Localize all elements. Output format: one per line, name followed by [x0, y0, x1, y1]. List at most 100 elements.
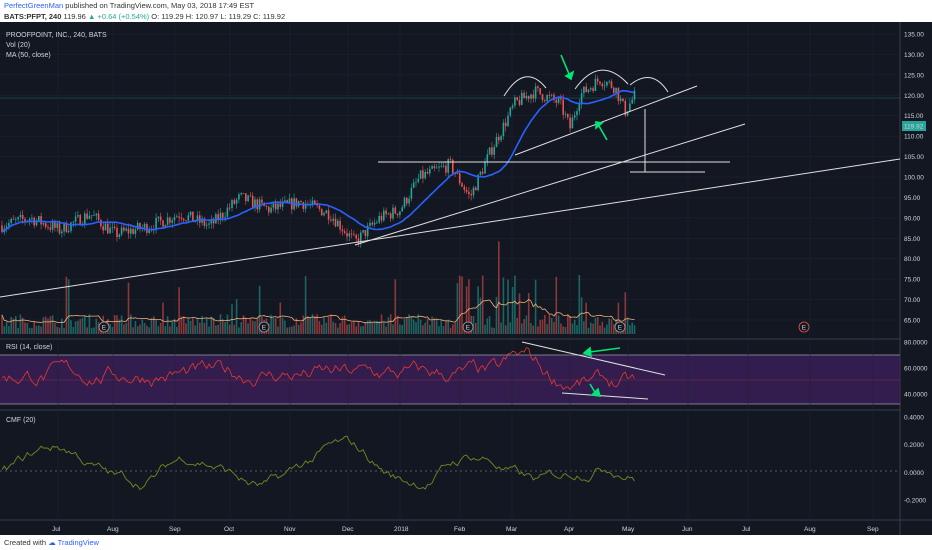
candle-body — [553, 94, 555, 100]
volume-bar — [401, 325, 403, 334]
volume-bar — [40, 326, 42, 334]
candle-body — [44, 223, 47, 228]
volume-bar — [550, 317, 553, 334]
price-axis: 135.00 130.00 125.00 120.00 115.00 110.00 105.… — [904, 32, 924, 325]
candle-body — [162, 220, 164, 227]
volume-bar — [61, 318, 63, 334]
earnings-marker[interactable]: E — [258, 321, 270, 333]
head-arc[interactable] — [574, 69, 629, 90]
volume-bar — [461, 276, 463, 334]
candle-body — [475, 187, 477, 191]
candle-body — [495, 137, 498, 148]
candle-body — [486, 154, 489, 163]
chart-area[interactable]: E E E E E PROOFPOINT, INC., 240, BATS Vol (2… — [0, 22, 932, 538]
candle-body — [93, 215, 95, 217]
candle-body — [629, 103, 631, 112]
rsi-resistance-line[interactable] — [521, 341, 666, 376]
volume-bar — [323, 317, 325, 334]
volume-bar — [399, 324, 401, 334]
mid-trendline[interactable] — [354, 123, 746, 246]
candle-body — [548, 95, 551, 96]
candle-body — [461, 183, 463, 187]
candle-body — [580, 93, 583, 104]
volume-bar — [514, 275, 516, 334]
volume-bar — [314, 316, 316, 334]
earnings-marker[interactable]: E — [798, 321, 810, 333]
candle-body — [205, 224, 208, 226]
volume-bar — [272, 317, 275, 334]
candle-body — [357, 238, 360, 244]
volume-bar — [31, 327, 33, 334]
left-shoulder-arc[interactable] — [503, 76, 547, 97]
arrow-left-icon[interactable] — [582, 346, 621, 358]
candle-body — [116, 228, 118, 238]
neckline-trendline[interactable] — [514, 85, 698, 156]
volume-bar — [281, 317, 284, 334]
author-link[interactable]: PerfectGreenMan — [4, 1, 64, 10]
date-tick: Jun — [682, 526, 693, 533]
volume-bar — [192, 318, 194, 334]
chart-canvas[interactable]: E E E E E PROOFPOINT, INC., 240, BATS Vol (2… — [0, 22, 932, 538]
annotations[interactable] — [0, 69, 901, 400]
cmf-tick: 0.4000 — [904, 415, 924, 422]
svg-text:E: E — [618, 325, 623, 332]
candle-body — [624, 100, 627, 116]
volume-bar — [580, 297, 583, 334]
candle-body — [238, 194, 240, 200]
price-tick: 80.00 — [904, 256, 921, 263]
earnings-marker[interactable]: E — [98, 321, 110, 333]
volume-bar — [406, 316, 408, 334]
candle-body — [613, 87, 615, 93]
volume-bar — [150, 317, 153, 334]
date-axis: Jul Aug Sep Oct Nov Dec 2018 Feb Mar Apr May Jun Jul… — [52, 526, 879, 533]
volume-bar — [54, 322, 56, 334]
volume-bar — [286, 327, 288, 334]
volume-bar — [277, 326, 279, 334]
arrow-up-icon[interactable] — [595, 121, 608, 141]
arrow-down-icon[interactable] — [560, 54, 575, 81]
candle-body — [1, 225, 3, 233]
candle-body — [403, 197, 406, 208]
candle-body — [362, 230, 364, 233]
arrow-down-icon[interactable] — [589, 383, 602, 397]
candle-body — [406, 197, 408, 204]
long-trendline[interactable] — [0, 158, 901, 298]
volume-bar — [270, 314, 272, 334]
date-tick: Aug — [107, 526, 119, 533]
right-shoulder-arc[interactable] — [629, 77, 669, 93]
volume-bar — [488, 315, 491, 334]
volume-bar — [123, 324, 125, 334]
volume-bar — [148, 327, 150, 334]
green-arrows[interactable] — [560, 54, 621, 397]
rsi-support-line[interactable] — [561, 392, 649, 400]
earnings-marker[interactable]: E — [614, 321, 626, 333]
volume-bar — [567, 314, 569, 334]
candle-body — [109, 227, 111, 234]
tradingview-link[interactable]: TradingView — [57, 538, 99, 547]
volume-bar — [454, 322, 456, 334]
candle-body — [530, 94, 532, 99]
volume-bar — [557, 315, 560, 334]
candle-body — [130, 228, 132, 234]
volume-bar — [534, 279, 537, 334]
volume-bar — [332, 321, 334, 334]
volume-bar — [516, 317, 518, 334]
volume-bar — [235, 299, 238, 334]
volume-bar — [141, 319, 144, 334]
volume-bar — [573, 319, 576, 334]
published-info: published on TradingView.com, May 03, 20… — [65, 1, 255, 10]
volume-bar — [442, 326, 445, 334]
candle-body — [222, 212, 224, 218]
candle-body — [493, 147, 495, 155]
volume-bar — [594, 318, 597, 334]
rsi-band — [0, 355, 900, 404]
candle-body — [242, 192, 245, 194]
symbol-label: BATS:PFPT, 240 — [4, 12, 62, 21]
candle-body — [389, 213, 392, 219]
earnings-marker[interactable]: E — [462, 321, 474, 333]
candle-body — [394, 207, 397, 214]
candle-body — [578, 103, 581, 112]
volume-bar — [369, 320, 371, 334]
cmf-tick: -0.2000 — [904, 498, 926, 505]
